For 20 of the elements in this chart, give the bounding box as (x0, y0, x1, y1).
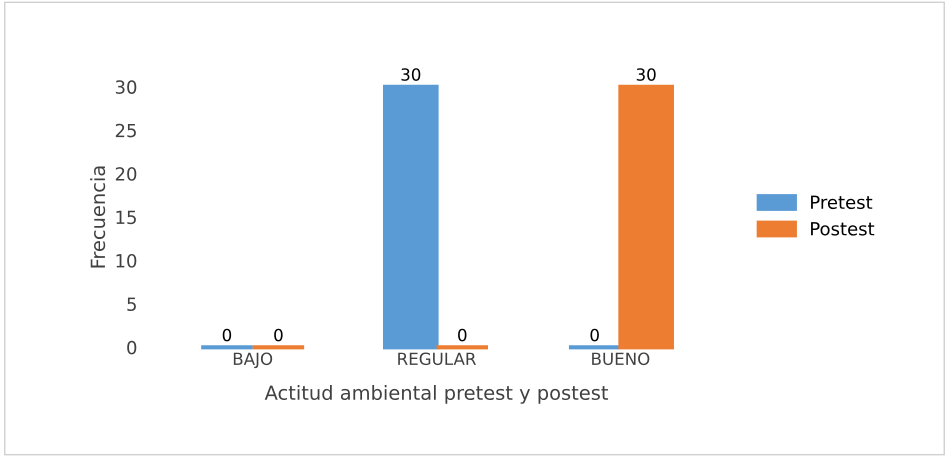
y-tick-label: 15 (116, 210, 136, 224)
y-tick-label: 30 (116, 80, 136, 94)
data-label: 0 (458, 328, 466, 342)
data-label: 0 (590, 328, 599, 342)
x-tick-label: BUENO (592, 352, 650, 366)
x-tick-label: BAJO (234, 352, 272, 368)
y-tick-label: 20 (116, 167, 136, 181)
y-tick-label: 10 (116, 254, 136, 268)
y-tick-label: 0 (127, 340, 136, 354)
legend-label: Postest (811, 222, 874, 236)
x-axis-title: Actitud ambiental pretest y postest (264, 384, 608, 404)
y-axis-title: Frecuencia (90, 166, 106, 268)
y-tick-label: 5 (127, 298, 136, 312)
data-label: 30 (636, 68, 656, 81)
data-label: 30 (401, 68, 420, 81)
data-label: 0 (274, 328, 283, 342)
x-tick-label: REGULAR (398, 352, 476, 366)
legend-label: Pretest (811, 196, 872, 210)
y-tick-label: 25 (116, 124, 136, 138)
data-label: 0 (222, 328, 232, 342)
